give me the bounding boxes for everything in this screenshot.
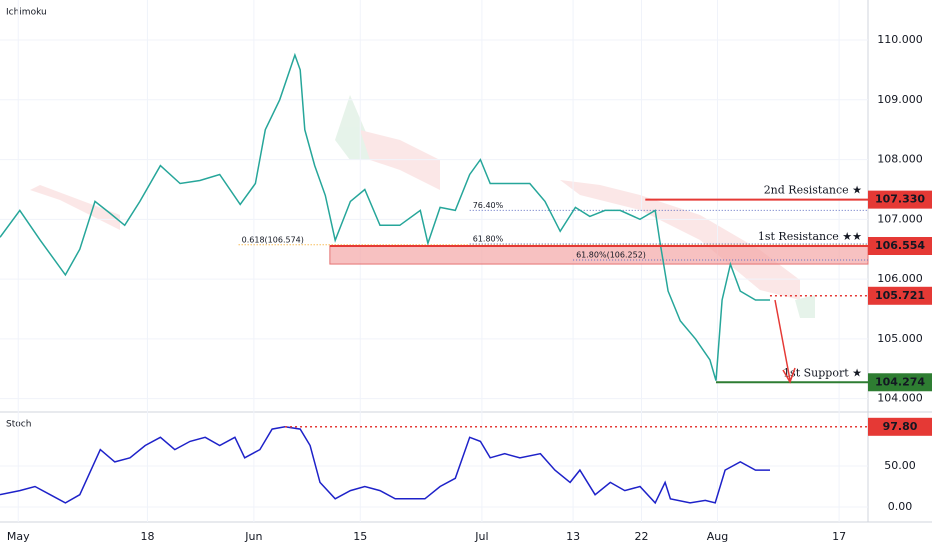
y-tick-label: 105.000 [877,332,923,345]
fib-label: 61.80% [473,234,504,243]
x-tick-label: Jul [474,530,488,543]
y-tick-label: 104.000 [877,392,923,405]
y-tick-label: 109.000 [877,93,923,106]
y-tick-label: 106.000 [877,272,923,285]
x-tick-label: Aug [707,530,728,543]
y-tick-label: 108.000 [877,153,923,166]
series-line [0,426,770,505]
level-badge [868,190,932,209]
projection-arrow [774,299,796,384]
series-line [0,52,770,381]
fib-label: 76.40% [473,201,504,210]
x-tick-label: Jun [244,530,262,543]
arrow-shaft [774,299,791,381]
level-value-label: 107.330 [875,193,925,206]
y-tick-label: 107.000 [877,212,923,225]
cloud [30,185,120,230]
fib-label: 0.618(106.574) [242,235,304,244]
y-tick-label: 0.00 [888,500,913,513]
arrow-head [782,367,796,384]
level-badge [868,373,932,392]
level-name: 2nd Resistance ★ [764,184,862,197]
level-badge [868,237,932,255]
x-tick-label: 18 [140,530,154,543]
level-name: 1st Resistance ★★ [758,230,862,243]
x-tick-label: 17 [832,530,846,543]
x-tick-label: 13 [566,530,580,543]
price-pane-title: Ichimoku [6,8,47,18]
y-tick-label: 50.00 [884,459,916,472]
level-value-label: 104.274 [875,375,925,388]
cloud [795,295,815,318]
y-tick-label: 110.000 [877,33,923,46]
level-value-label: 105.721 [875,289,925,302]
fib-label: 61.80%(106.252) [576,250,646,259]
cloud [560,180,800,300]
x-tick-label: 15 [353,530,367,543]
x-tick-label: 22 [634,530,648,543]
x-tick-label: May [7,530,30,543]
level-name: 1st Support ★ [783,366,862,379]
level-value-label: 106.554 [875,239,925,252]
level-badge [868,417,932,436]
level-badge [868,286,932,305]
level-value-label: 97.80 [883,420,918,433]
